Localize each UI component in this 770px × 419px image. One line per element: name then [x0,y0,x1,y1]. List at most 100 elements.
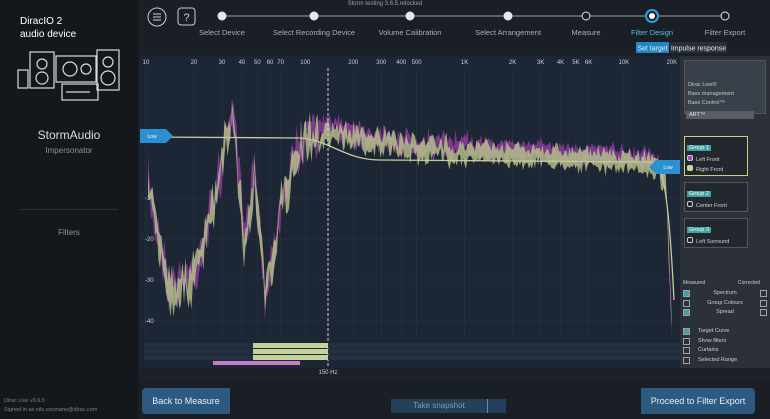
cursor-label: 150 Hz [318,370,337,376]
channel-name[interactable]: Center Front [696,203,727,209]
step-label: Filter Design [631,28,673,37]
tab-label: Impulse response [671,46,726,53]
snapshot-button[interactable]: Take snapshot [391,399,487,413]
checkbox[interactable] [683,290,690,297]
device-subtitle: audio device [20,29,77,40]
overlay-label: Selected Range [698,356,738,363]
group-card: Group 1 Left Front Right Front [684,136,748,176]
x-tick-label: 20K [667,60,678,66]
group-card: Group 2 Center Front [684,182,748,212]
range-track [144,343,680,348]
sidebar: DiracIO 2 audio device StormAudio Impers… [0,0,138,419]
step-dot [217,11,227,21]
tab-label: Set target [637,46,667,53]
step-label: Select Device [199,28,245,37]
checkbox[interactable] [760,309,767,316]
proceed-button[interactable]: Proceed to Filter Export [641,388,755,414]
y-tick-label: -40 [145,319,154,325]
handle-label: Low [147,134,157,140]
checkbox[interactable] [683,328,690,335]
display-label: Group Colours [707,299,743,306]
channel-dot [687,155,693,161]
handle-right [649,160,680,174]
group-name: Group 3 [687,227,711,233]
checkbox[interactable] [683,347,690,354]
range-track [144,355,680,360]
step-label: Measure [571,28,600,37]
x-tick-label: 100 [300,60,311,66]
checkbox[interactable] [683,309,690,316]
channel: Right Front [687,165,723,173]
step-dot [720,11,730,21]
measured-label: Measured [683,280,706,286]
step-dot [309,11,319,21]
checkbox[interactable] [760,290,767,297]
x-tick-label: 70 [277,60,284,66]
product-name: StormAudio [37,128,101,142]
option: Dirac Live® [688,82,717,88]
window-title: Storm testing 3.6.5.relocked [347,1,423,7]
range-bar [253,355,328,360]
help-icon: ? [183,12,189,24]
x-tick-label: 300 [376,60,387,66]
x-tick-label: 10K [619,60,630,66]
channel-dot [687,201,693,207]
group-name: Group 2 [687,191,711,197]
graph-bg [140,56,680,368]
back-button[interactable]: Back to Measure [142,388,230,414]
y-tick-label: -30 [145,278,154,284]
x-tick-label: 400 [396,60,407,66]
x-tick-label: 40 [239,60,246,66]
panel-box [684,60,766,114]
snapshot-menu[interactable] [487,399,506,413]
channel-name[interactable]: Left Surround [696,239,730,245]
channel-dot [687,165,693,171]
range-bar [253,349,328,354]
channel-name[interactable]: Left Front [696,157,720,163]
channel: Left Surround [687,237,729,245]
checkbox[interactable] [683,337,690,345]
x-tick-label: 30 [219,60,226,66]
x-tick-label: 2K [509,60,516,66]
range-track [144,349,680,354]
tab [670,42,727,53]
device-title: DiracIO 2 [20,16,63,27]
top-bar [138,0,770,50]
channel-dot [687,237,693,243]
speaker-icon [17,49,120,101]
display-label: Spectrum [713,290,737,296]
step-label: Volume Calibration [379,28,442,37]
y-tick-label: -20 [145,237,154,243]
x-tick-label: 20 [191,60,198,66]
channel: Left Front [687,155,720,163]
step-label: Filter Export [705,28,746,37]
right-panel: Dirac Live® Bass management Bass Control™ A… [680,56,770,368]
help-button [177,7,196,26]
nav-filters[interactable]: Filters [58,228,80,237]
x-tick-label: 4K [557,60,564,66]
checkbox[interactable] [760,299,767,307]
target-curve [145,136,675,301]
x-tick-label: 200 [348,60,359,66]
range-bar [213,361,300,365]
tab [636,42,669,53]
channel-name[interactable]: Right Front [696,167,724,173]
corrected-label: Corrected [738,280,760,286]
x-tick-label: 10 [143,60,150,66]
signed-in: Signed in as nils.coomans@dirac.com [4,407,98,413]
step-dot [649,13,655,19]
checkbox[interactable] [683,356,690,364]
x-tick-label: 1K [461,60,468,66]
option: Bass Control™ [688,100,725,106]
step-dot [581,11,591,21]
menu-button [147,7,167,27]
channel: Center Front [687,201,727,209]
step-dot [405,11,415,21]
checkbox[interactable] [683,299,690,307]
step-label: Select Recording Device [273,28,355,37]
group-name: Group 1 [687,145,711,151]
x-tick-label: 500 [412,60,423,66]
step-label: Select Arrangement [475,28,542,37]
